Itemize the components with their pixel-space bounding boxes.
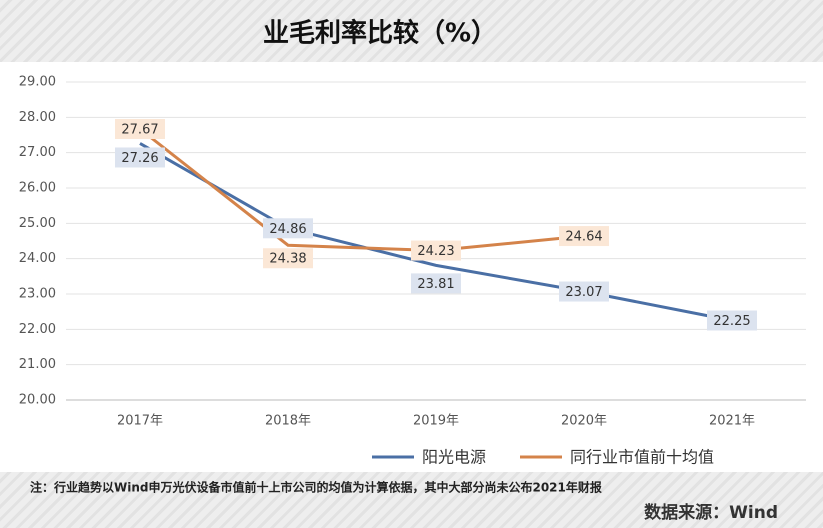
data-label-box bbox=[559, 226, 609, 247]
data-label: 24.64 bbox=[565, 230, 602, 245]
y-tick-label: 27.00 bbox=[19, 145, 56, 160]
y-tick-label: 23.00 bbox=[19, 287, 56, 302]
source: 数据来源：Wind bbox=[644, 502, 778, 523]
data-label: 24.38 bbox=[269, 252, 306, 267]
x-tick-label: 2018年 bbox=[265, 414, 311, 429]
series-line bbox=[139, 142, 733, 322]
legend-label: 阳光电源 bbox=[422, 448, 486, 467]
data-label: 27.67 bbox=[121, 122, 158, 137]
data-label-box bbox=[411, 273, 461, 294]
y-tick-label: 28.00 bbox=[19, 110, 56, 125]
data-label: 24.86 bbox=[269, 222, 306, 237]
data-label: 23.07 bbox=[565, 285, 602, 300]
y-tick-label: 24.00 bbox=[19, 251, 56, 266]
x-tick-label: 2021年 bbox=[709, 414, 755, 429]
data-label-box bbox=[559, 281, 609, 302]
y-tick-label: 26.00 bbox=[19, 181, 56, 196]
y-tick-label: 25.00 bbox=[19, 216, 56, 231]
data-label-box bbox=[707, 310, 757, 331]
data-label: 22.25 bbox=[713, 314, 750, 329]
series-line bbox=[139, 127, 585, 253]
data-label-box bbox=[115, 118, 165, 139]
x-tick-label: 2017年 bbox=[117, 414, 163, 429]
data-label: 27.26 bbox=[121, 151, 158, 166]
data-label: 23.81 bbox=[417, 277, 454, 292]
data-label: 24.23 bbox=[417, 244, 454, 259]
y-tick-label: 20.00 bbox=[19, 393, 56, 408]
legend-label: 同行业市值前十均值 bbox=[570, 448, 714, 467]
data-label-box bbox=[263, 218, 313, 239]
data-label-box bbox=[263, 248, 313, 269]
data-label-box bbox=[115, 147, 165, 168]
data-label-box bbox=[411, 240, 461, 261]
x-tick-label: 2020年 bbox=[561, 414, 607, 429]
note: 注：行业趋势以Wind申万光伏设备市值前十上市公司的均值为计算依据，其中大部分尚… bbox=[30, 480, 602, 495]
y-tick-label: 21.00 bbox=[19, 357, 56, 372]
y-tick-label: 29.00 bbox=[19, 75, 56, 90]
chart-title: 业毛利率比较（%） bbox=[263, 18, 497, 49]
y-tick-label: 22.00 bbox=[19, 322, 56, 337]
x-tick-label: 2019年 bbox=[413, 414, 459, 429]
